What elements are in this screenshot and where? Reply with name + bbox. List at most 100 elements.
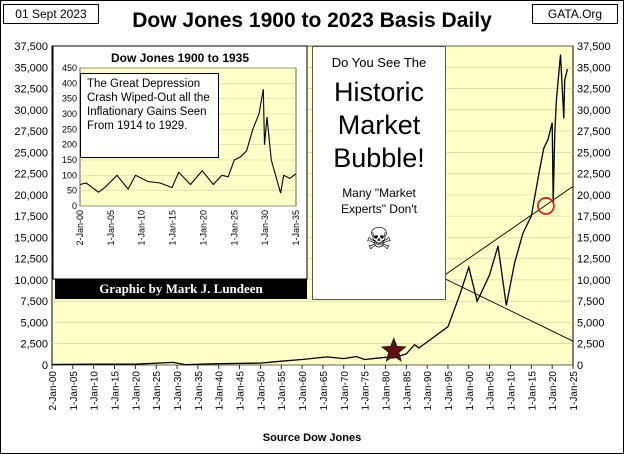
main-x-tick-label: 1-Jan-65 bbox=[319, 371, 330, 411]
main-x-tick-label: 1-Jan-15 bbox=[111, 371, 122, 411]
main-y-tick-label-left: 35,000 bbox=[14, 62, 48, 74]
main-y-tick-label-right: 7,500 bbox=[577, 296, 605, 308]
main-x-tick-label: 1-Jan-20 bbox=[548, 371, 559, 411]
main-y-tick-label-left: 20,000 bbox=[14, 190, 48, 202]
main-y-tick-label-right: 27,500 bbox=[577, 126, 611, 138]
source-site-label: GATA.Org bbox=[532, 4, 618, 24]
main-trendline bbox=[443, 277, 574, 342]
main-x-tick-label: 1-Jan-00 bbox=[465, 371, 476, 411]
main-y-tick-label-left: 10,000 bbox=[14, 275, 48, 287]
bubble-note: Many "Market Experts" Don't bbox=[313, 185, 445, 217]
main-x-tick-label: 1-Jan-55 bbox=[277, 371, 288, 411]
main-y-tick-label-left: 5,000 bbox=[20, 317, 48, 329]
main-y-tick-label-right: 37,500 bbox=[577, 41, 611, 53]
main-x-tick-label: 1-Jan-80 bbox=[381, 371, 392, 411]
bubble-callout: Do You See The Historic Market Bubble! M… bbox=[312, 46, 446, 300]
main-y-tick-label-left: 0 bbox=[42, 360, 48, 372]
main-y-tick-label-right: 32,500 bbox=[577, 84, 611, 96]
inset-x-tick-label: 1-Jan-25 bbox=[229, 210, 239, 246]
bubble-headline-bubble: Bubble! bbox=[333, 143, 425, 173]
inset-series-line-dow bbox=[79, 89, 297, 194]
inset-y-tick-label: 400 bbox=[62, 78, 77, 88]
main-x-tick-label: 1-Jan-10 bbox=[506, 371, 517, 411]
main-x-tick-label: 1-Jan-95 bbox=[444, 371, 455, 411]
inset-x-tick-label: 1-Jan-15 bbox=[168, 210, 178, 246]
inset-y-tick-label: 50 bbox=[67, 186, 77, 196]
inset-y-tick-label: 200 bbox=[62, 140, 77, 150]
highlight-circle-marker bbox=[537, 197, 555, 215]
main-y-axis: 0 0 2,500 2,500 5,000 5,000 7,500 7,500 10,000 10… bbox=[14, 41, 610, 372]
main-y-tick-label-left: 37,500 bbox=[14, 41, 48, 53]
bubble-note-line-1: Many "Market bbox=[342, 186, 416, 200]
main-y-tick-label-left: 30,000 bbox=[14, 105, 48, 117]
bubble-headline-historic: Historic bbox=[333, 77, 424, 107]
date-label: 01 Sept 2023 bbox=[3, 4, 99, 24]
main-series-line-dow bbox=[51, 54, 569, 366]
main-y-tick-label-right: 20,000 bbox=[577, 190, 611, 202]
x-axis-title: Source Dow Jones bbox=[262, 432, 362, 444]
bubble-headline-market: Market bbox=[337, 110, 421, 140]
main-x-tick-label: 1-Jan-35 bbox=[194, 371, 205, 411]
main-y-tick-label-right: 22,500 bbox=[577, 169, 611, 181]
inset-y-tick-label: 100 bbox=[62, 170, 77, 180]
inset-title: Dow Jones 1900 to 1935 bbox=[111, 51, 249, 65]
main-x-tick-label: 2-Jan-00 bbox=[48, 371, 59, 411]
main-y-tick-label-left: 27,500 bbox=[14, 126, 48, 138]
inset-y-tick-label: 450 bbox=[62, 63, 77, 73]
main-y-tick-label-right: 15,000 bbox=[577, 232, 611, 244]
main-x-tick-label: 1-Jan-15 bbox=[527, 371, 538, 411]
inset-y-tick-label: 150 bbox=[62, 155, 77, 165]
main-x-tick-label: 1-Jan-20 bbox=[131, 371, 142, 411]
author-credit-banner: Graphic by Mark J. Lundeen bbox=[55, 279, 307, 299]
main-y-tick-label-right: 12,500 bbox=[577, 254, 611, 266]
main-y-tick-label-left: 25,000 bbox=[14, 147, 48, 159]
main-y-tick-label-right: 10,000 bbox=[577, 275, 611, 287]
main-x-tick-label: 1-Jan-45 bbox=[236, 371, 247, 411]
inset-x-tick-label: 1-Jan-30 bbox=[260, 210, 270, 246]
inset-y-tick-label: 350 bbox=[62, 94, 77, 104]
inset-x-tick-label: 1-Jan-20 bbox=[198, 210, 208, 246]
main-y-tick-label-left: 7,500 bbox=[20, 296, 48, 308]
main-x-tick-label: 1-Jan-40 bbox=[215, 371, 226, 411]
main-y-tick-label-left: 2,500 bbox=[20, 339, 48, 351]
inset-x-tick-label: 1-Jan-10 bbox=[137, 210, 147, 246]
inset-x-tick-label: 2-Jan-00 bbox=[75, 210, 85, 246]
star-marker-icon bbox=[380, 337, 407, 362]
main-x-tick-label: 1-Jan-70 bbox=[340, 371, 351, 411]
main-x-tick-label: 1-Jan-50 bbox=[256, 371, 267, 411]
main-y-tick-label-left: 32,500 bbox=[14, 84, 48, 96]
main-x-tick-label: 1-Jan-85 bbox=[402, 371, 413, 411]
main-y-tick-label-left: 12,500 bbox=[14, 254, 48, 266]
main-annotations bbox=[380, 197, 555, 362]
bubble-question: Do You See The bbox=[331, 55, 427, 70]
skull-crossbones-icon: ☠ bbox=[365, 223, 393, 256]
main-y-tick-label-right: 25,000 bbox=[577, 147, 611, 159]
main-y-tick-label-left: 17,500 bbox=[14, 211, 48, 223]
main-y-tick-label-left: 15,000 bbox=[14, 232, 48, 244]
main-y-tick-label-right: 5,000 bbox=[577, 317, 605, 329]
main-y-tick-label-right: 30,000 bbox=[577, 105, 611, 117]
main-x-tick-label: 1-Jan-25 bbox=[152, 371, 163, 411]
main-y-tick-label-right: 35,000 bbox=[577, 62, 611, 74]
inset-y-tick-label: 300 bbox=[62, 109, 77, 119]
main-y-tick-label-right: 17,500 bbox=[577, 211, 611, 223]
inset-annotation-note: The Great Depression Crash Wiped-Out all… bbox=[80, 73, 219, 158]
inset-x-tick-label: 1-Jan-05 bbox=[106, 210, 116, 246]
main-x-tick-label: 1-Jan-30 bbox=[173, 371, 184, 411]
main-x-tick-label: 1-Jan-60 bbox=[298, 371, 309, 411]
inset-y-tick-label: 250 bbox=[62, 124, 77, 134]
inset-x-tick-label: 1-Jan-35 bbox=[291, 210, 301, 246]
main-y-tick-label-right: 2,500 bbox=[577, 339, 605, 351]
main-x-tick-label: 1-Jan-25 bbox=[569, 371, 580, 411]
main-x-tick-label: 1-Jan-05 bbox=[486, 371, 497, 411]
main-x-tick-label: 1-Jan-05 bbox=[69, 371, 80, 411]
main-x-tick-label: 1-Jan-10 bbox=[90, 371, 101, 411]
main-x-tick-label: 1-Jan-75 bbox=[361, 371, 372, 411]
inset-y-tick-label: 0 bbox=[72, 201, 77, 211]
main-x-axis: 2-Jan-00 1-Jan-05 1-Jan-10 1-Jan-15 1-Jan-20… bbox=[48, 365, 580, 410]
main-y-tick-label-right: 0 bbox=[577, 360, 583, 372]
bubble-note-line-2: Experts" Don't bbox=[341, 202, 417, 216]
main-series-group bbox=[51, 54, 569, 366]
main-x-tick-label: 1-Jan-90 bbox=[423, 371, 434, 411]
